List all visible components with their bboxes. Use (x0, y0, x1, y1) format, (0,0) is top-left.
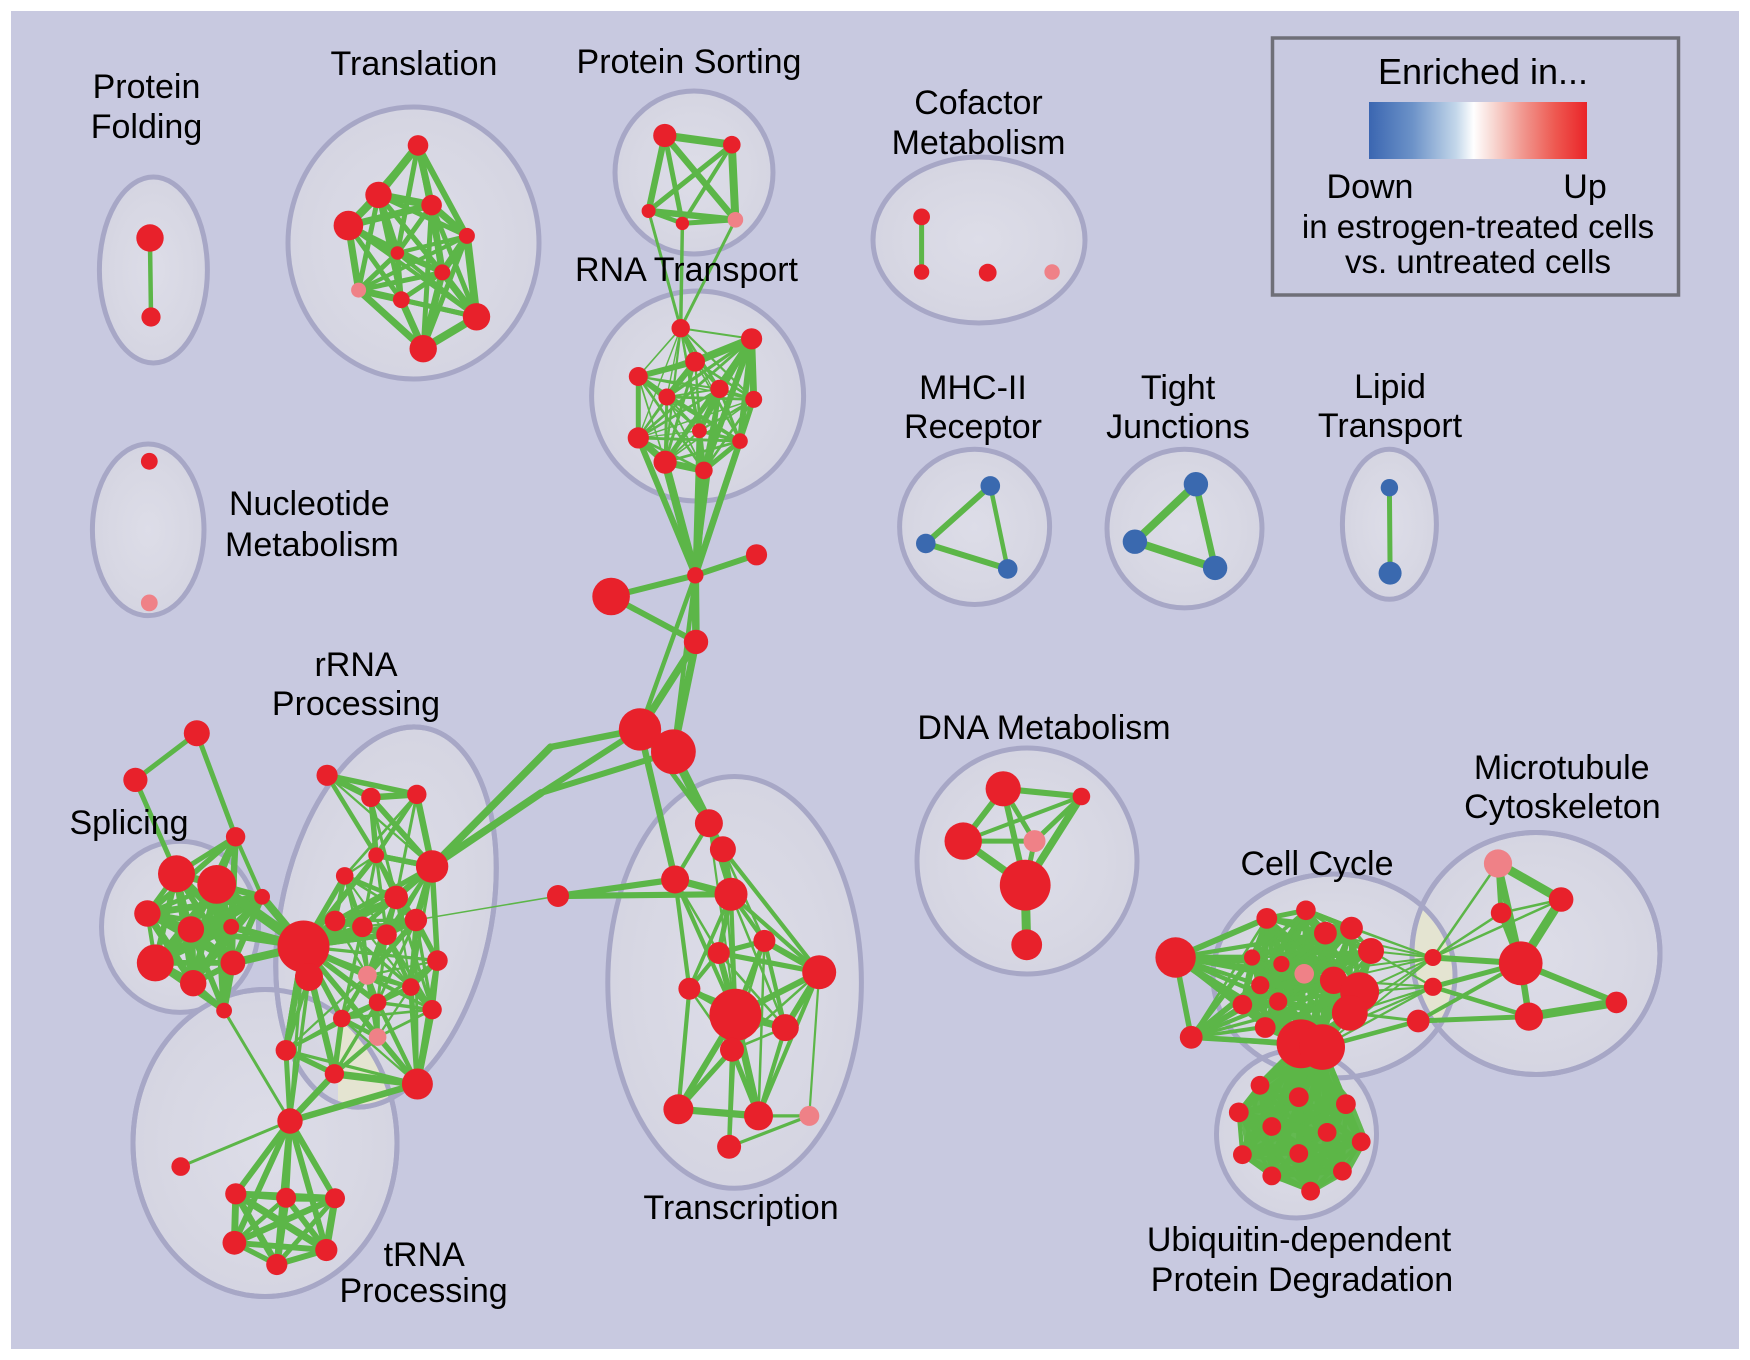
svg-text:Translation: Translation (331, 45, 498, 83)
svg-text:Cytoskeleton: Cytoskeleton (1464, 788, 1661, 826)
svg-text:Protein Sorting: Protein Sorting (577, 43, 802, 81)
svg-text:Processing: Processing (272, 685, 440, 723)
svg-text:Protein: Protein (93, 68, 201, 106)
svg-text:Down: Down (1327, 168, 1414, 206)
svg-text:vs. untreated cells: vs. untreated cells (1345, 243, 1611, 280)
svg-text:Transcription: Transcription (643, 1189, 838, 1227)
svg-text:RNA Transport: RNA Transport (575, 251, 799, 289)
svg-text:Cell Cycle: Cell Cycle (1240, 845, 1393, 883)
svg-text:DNA Metabolism: DNA Metabolism (917, 709, 1170, 747)
svg-text:Metabolism: Metabolism (225, 526, 399, 564)
svg-text:rRNA: rRNA (314, 646, 397, 684)
svg-text:Cofactor: Cofactor (914, 84, 1043, 122)
svg-text:Nucleotide: Nucleotide (229, 485, 390, 523)
svg-text:Ubiquitin-dependent: Ubiquitin-dependent (1147, 1221, 1452, 1259)
svg-text:Protein Degradation: Protein Degradation (1151, 1261, 1453, 1299)
svg-text:Splicing: Splicing (69, 804, 188, 842)
svg-text:in estrogen-treated cells: in estrogen-treated cells (1302, 208, 1654, 245)
svg-text:Junctions: Junctions (1106, 408, 1250, 446)
svg-text:Microtubule: Microtubule (1474, 749, 1650, 787)
svg-text:Lipid: Lipid (1354, 368, 1426, 406)
svg-text:MHC-II: MHC-II (919, 369, 1027, 407)
svg-text:Receptor: Receptor (904, 408, 1042, 446)
svg-text:Up: Up (1563, 168, 1606, 206)
svg-text:Processing: Processing (339, 1272, 507, 1310)
svg-text:Tight: Tight (1141, 369, 1216, 407)
svg-text:tRNA: tRNA (384, 1236, 466, 1274)
svg-text:Enriched in...: Enriched in... (1378, 51, 1588, 92)
svg-text:Metabolism: Metabolism (892, 124, 1066, 162)
svg-text:Transport: Transport (1318, 407, 1463, 445)
svg-text:Folding: Folding (91, 108, 203, 146)
